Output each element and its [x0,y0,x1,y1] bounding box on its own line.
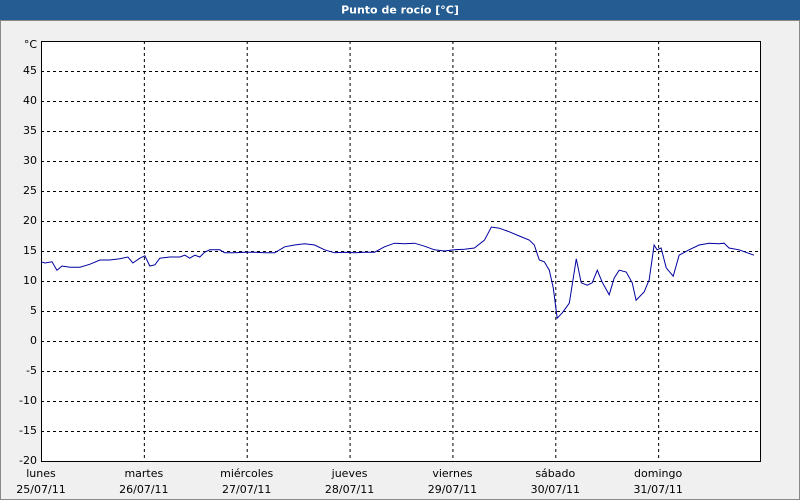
data-line [40,226,755,320]
x-tick-date: 31/07/11 [633,483,682,496]
y-tick-label: -15 [19,424,37,437]
y-tick-label: -10 [19,394,37,407]
x-tick-label: lunes [26,467,56,480]
x-tick-label: sábado [535,467,575,480]
title-bar [0,0,800,20]
x-tick-date: 30/07/11 [531,483,580,496]
y-tick-label: -5 [26,364,37,377]
x-tick-date: 28/07/11 [325,483,374,496]
y-tick-label: 40 [23,94,37,107]
x-tick-label: domingo [634,467,682,480]
x-tick-date: 26/07/11 [119,483,168,496]
x-tick-label: jueves [331,467,368,480]
y-tick-label: 30 [23,154,37,167]
plot-border [41,41,761,462]
y-tick-label: 5 [30,304,37,317]
y-tick-label: 15 [23,244,37,257]
y-tick-label: 20 [23,214,37,227]
y-axis-label: °C [24,38,38,51]
x-tick-label: miércoles [220,467,273,480]
y-tick-label: 35 [23,124,37,137]
y-tick-label: 25 [23,184,37,197]
y-tick-label: 45 [23,64,37,77]
x-tick-date: 27/07/11 [222,483,271,496]
x-tick-label: viernes [432,467,472,480]
chart-title: Punto de rocío [°C] [341,4,459,17]
y-tick-label: 10 [23,274,37,287]
x-tick-date: 25/07/11 [16,483,65,496]
y-tick-label: -20 [19,454,37,467]
x-tick-label: martes [124,467,163,480]
y-tick-label: 0 [30,334,37,347]
x-tick-date: 29/07/11 [428,483,477,496]
